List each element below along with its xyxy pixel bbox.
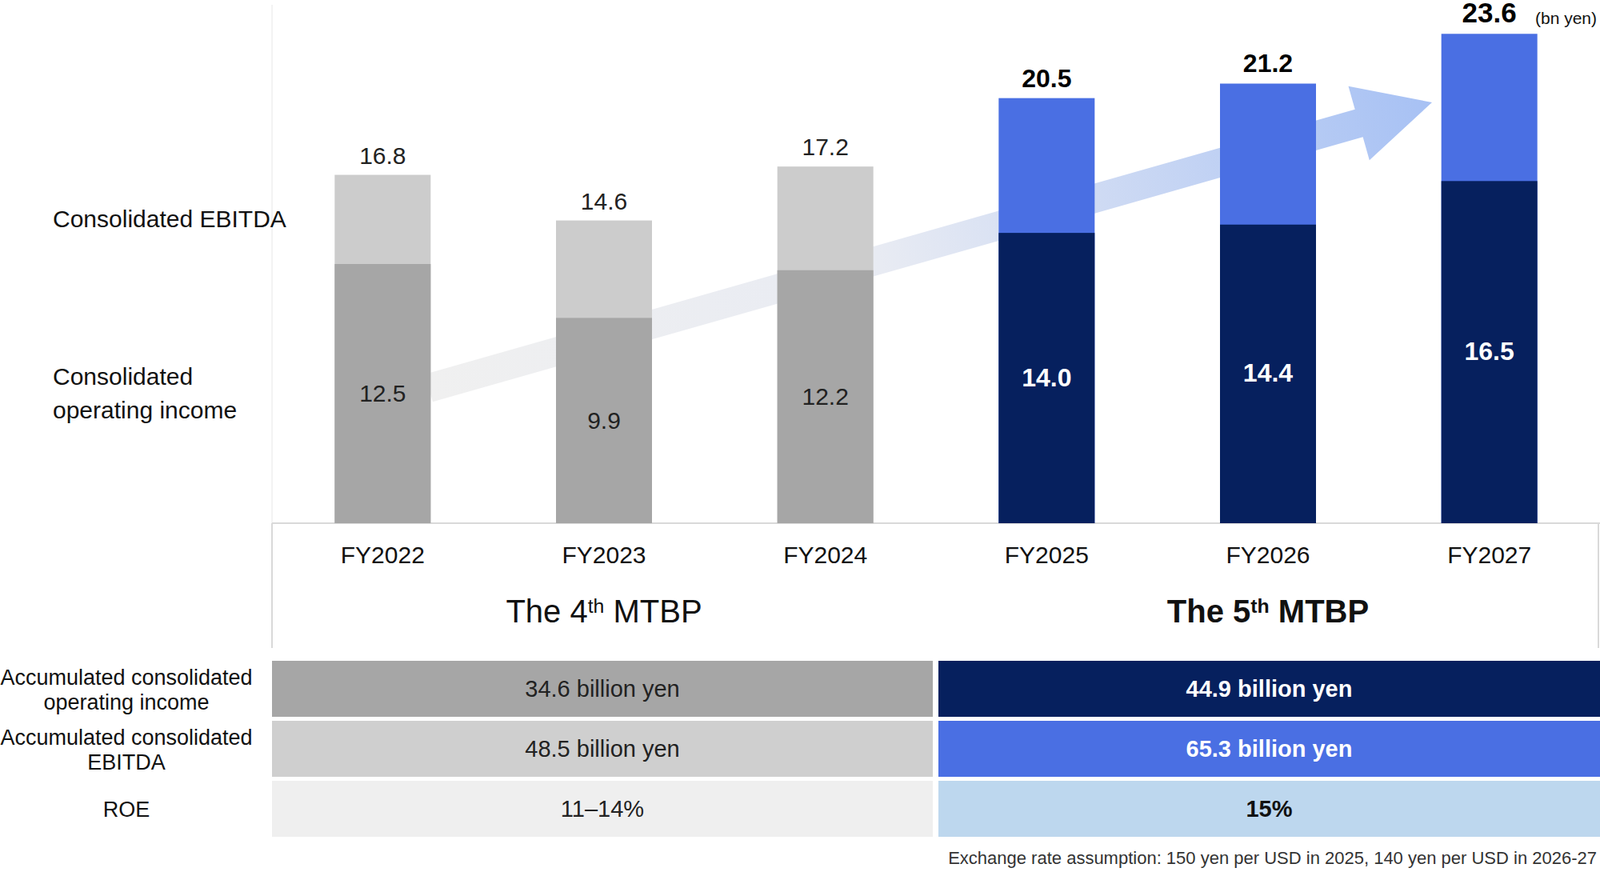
footnote: Exchange rate assumption: 150 yen per US… xyxy=(948,848,1597,868)
text-part: The 5 xyxy=(1167,593,1251,629)
table-cell-text: 65.3 billion yen xyxy=(1186,736,1353,762)
period-label: The 5th MTBP xyxy=(1167,593,1369,629)
bar xyxy=(998,232,1095,524)
row-label: ROE xyxy=(103,797,151,822)
bar xyxy=(998,98,1095,524)
table-cell-text: 11–14% xyxy=(560,796,644,822)
x-tick-label: FY2027 xyxy=(1447,541,1532,568)
bar xyxy=(777,270,874,524)
chart: 16.8 14.6 17.2 20.5 21.2 23.6 12.5 9.9 12.2 14.0 1… xyxy=(0,0,1600,872)
data-label: 14.0 xyxy=(1021,363,1072,392)
legend-label: Consolidated EBITDA xyxy=(52,205,287,232)
data-label: 21.2 xyxy=(1243,48,1293,78)
table-cell-text: 34.6 billion yen xyxy=(524,676,680,702)
x-tick-label: FY2022 xyxy=(340,541,425,568)
superscript: th xyxy=(588,595,605,617)
text-line: operating income xyxy=(52,396,237,424)
bar xyxy=(556,220,652,524)
bar xyxy=(1220,83,1316,524)
x-tick-label: FY2024 xyxy=(783,541,868,568)
table-cell-text: 15% xyxy=(1245,796,1292,822)
text-part: The 4 xyxy=(505,593,588,629)
data-label: 12.2 xyxy=(801,383,848,410)
data-label: 17.2 xyxy=(801,133,848,160)
table-cell-text: 48.5 billion yen xyxy=(524,736,680,762)
row-label: Accumulated consolidatedEBITDA xyxy=(0,725,252,775)
text-part: MTBP xyxy=(604,593,702,629)
bar xyxy=(334,175,431,524)
x-tick-label: FY2026 xyxy=(1225,541,1310,568)
data-label: 14.4 xyxy=(1243,358,1293,388)
bar xyxy=(1441,180,1538,524)
text-line: Consolidated EBITDA xyxy=(52,205,287,232)
table-cell-text: 44.9 billion yen xyxy=(1186,676,1353,702)
period-label: The 4th MTBP xyxy=(505,593,702,629)
superscript: th xyxy=(1250,595,1269,617)
table-cell xyxy=(938,780,1600,837)
x-tick-label: FY2025 xyxy=(1004,541,1089,568)
frame-line xyxy=(1597,523,1600,648)
table-cell xyxy=(272,720,933,777)
text-line: operating income xyxy=(43,690,209,715)
bar xyxy=(1441,33,1538,524)
bars xyxy=(334,33,1537,524)
data-label: 23.6 xyxy=(1462,0,1517,28)
data-label: 16.5 xyxy=(1464,336,1515,366)
bar xyxy=(777,166,874,524)
unit-label: (bn yen) xyxy=(1535,8,1597,28)
page: {"chart_data": {"type": "bar", "ylabel":… xyxy=(0,0,1600,872)
data-label: 12.5 xyxy=(359,380,406,407)
x-tick-label: FY2023 xyxy=(561,541,646,568)
table-cell xyxy=(938,660,1600,717)
data-label: 16.8 xyxy=(359,142,406,169)
bar xyxy=(556,317,652,524)
table-cell xyxy=(272,660,933,717)
text-line: Consolidated xyxy=(52,363,193,390)
row-label: Accumulated consolidatedoperating income xyxy=(0,665,252,715)
text-line: ROE xyxy=(103,797,151,822)
data-label: 14.6 xyxy=(580,188,628,215)
bar xyxy=(334,264,431,524)
bar xyxy=(1220,224,1316,524)
text-part: MTBP xyxy=(1269,593,1369,629)
table-cell xyxy=(938,720,1600,777)
text-line: EBITDA xyxy=(87,750,166,775)
frame-line xyxy=(271,523,273,648)
data-labels: 16.8 14.6 17.2 20.5 21.2 23.6 12.5 9.9 12.2 14.0 1… xyxy=(359,0,1517,434)
legend-label: Consolidated operating income xyxy=(52,363,237,424)
text-line: Accumulated consolidated xyxy=(0,725,252,750)
x-axis-line xyxy=(272,522,1600,524)
table-cell xyxy=(272,780,933,837)
y-axis-line xyxy=(272,4,273,524)
text-line: Accumulated consolidated xyxy=(0,665,252,690)
data-label: 9.9 xyxy=(587,407,621,434)
data-label: 20.5 xyxy=(1021,64,1072,93)
